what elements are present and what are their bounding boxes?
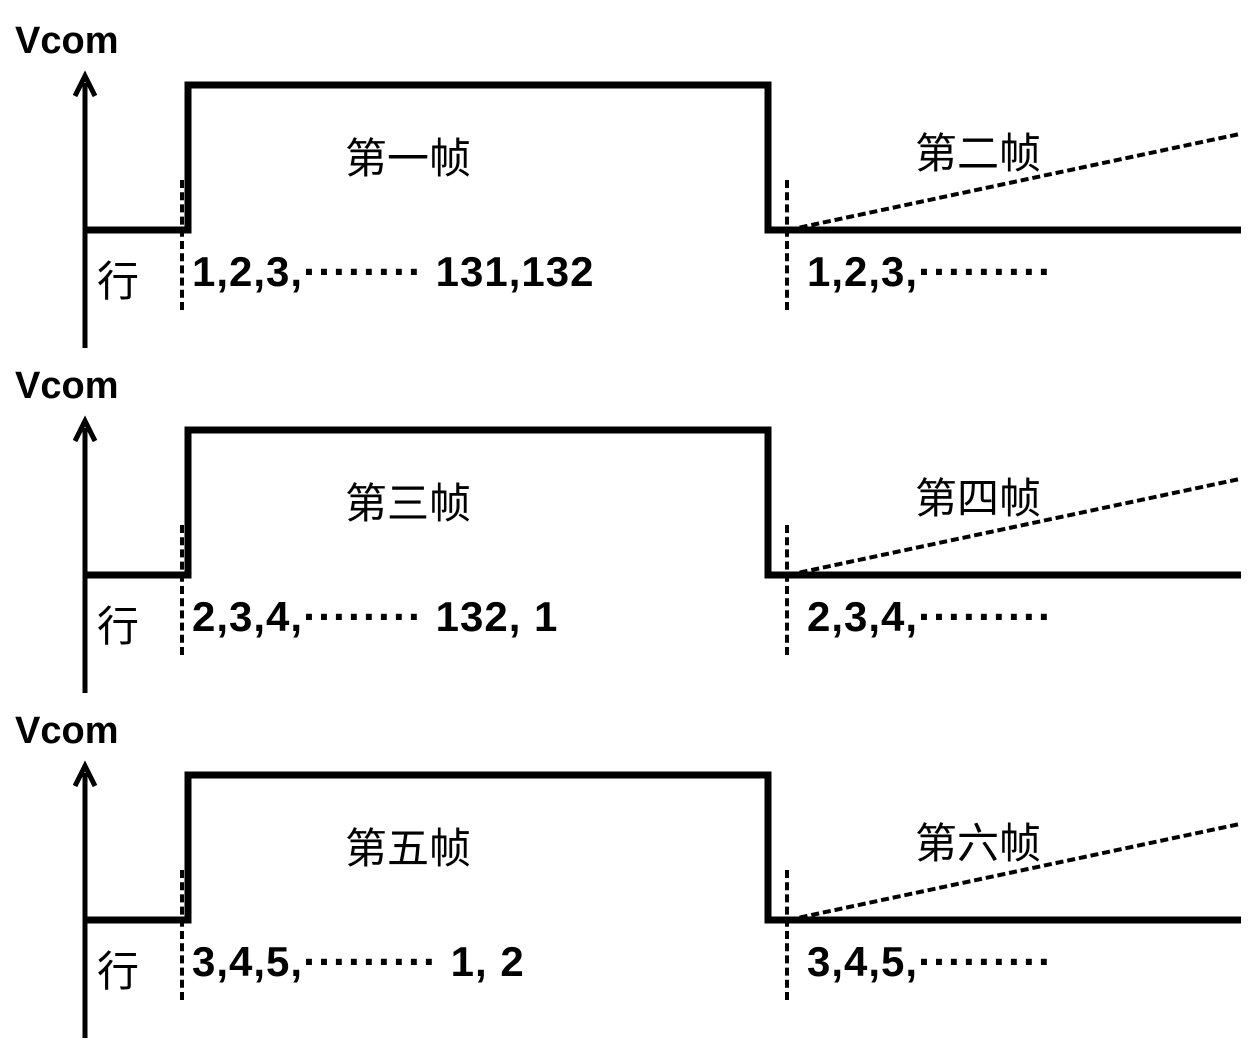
row-label: 行	[97, 248, 139, 309]
row-numbers-next: 1,2,3,·········	[807, 248, 1053, 296]
vcom-label: Vcom	[15, 20, 118, 63]
vcom-label: Vcom	[15, 365, 118, 408]
row-label: 行	[97, 593, 139, 654]
frame-divider-2	[785, 870, 789, 1000]
row-numbers-main: 3,4,5,········· 1, 2	[192, 938, 525, 986]
vcom-waveform	[73, 80, 1253, 240]
frame2-label: 第二帧	[915, 120, 1041, 181]
row-label: 行	[97, 938, 139, 999]
timing-block-1: Vcom 第一帧 第二帧 行 1,2,3,········ 131,132 1,…	[15, 20, 1238, 350]
frame-divider-1	[180, 180, 184, 310]
frame2-label: 第四帧	[915, 465, 1041, 526]
frame1-label: 第一帧	[345, 125, 471, 186]
vcom-waveform	[73, 770, 1253, 930]
frame2-label: 第六帧	[915, 810, 1041, 871]
frame-divider-1	[180, 525, 184, 655]
vcom-label: Vcom	[15, 710, 118, 753]
row-numbers-main: 1,2,3,········ 131,132	[192, 248, 594, 296]
frame-divider-1	[180, 870, 184, 1000]
timing-block-2: Vcom 第三帧 第四帧 行 2,3,4,········ 132, 1 2,3…	[15, 365, 1238, 695]
frame-divider-2	[785, 180, 789, 310]
frame-divider-2	[785, 525, 789, 655]
frame1-label: 第五帧	[345, 815, 471, 876]
row-numbers-main: 2,3,4,········ 132, 1	[192, 593, 558, 641]
timing-block-3: Vcom 第五帧 第六帧 行 3,4,5,········· 1, 2 3,4,…	[15, 710, 1238, 1040]
vcom-waveform	[73, 425, 1253, 585]
row-numbers-next: 2,3,4,·········	[807, 593, 1053, 641]
row-numbers-next: 3,4,5,·········	[807, 938, 1053, 986]
frame1-label: 第三帧	[345, 470, 471, 531]
